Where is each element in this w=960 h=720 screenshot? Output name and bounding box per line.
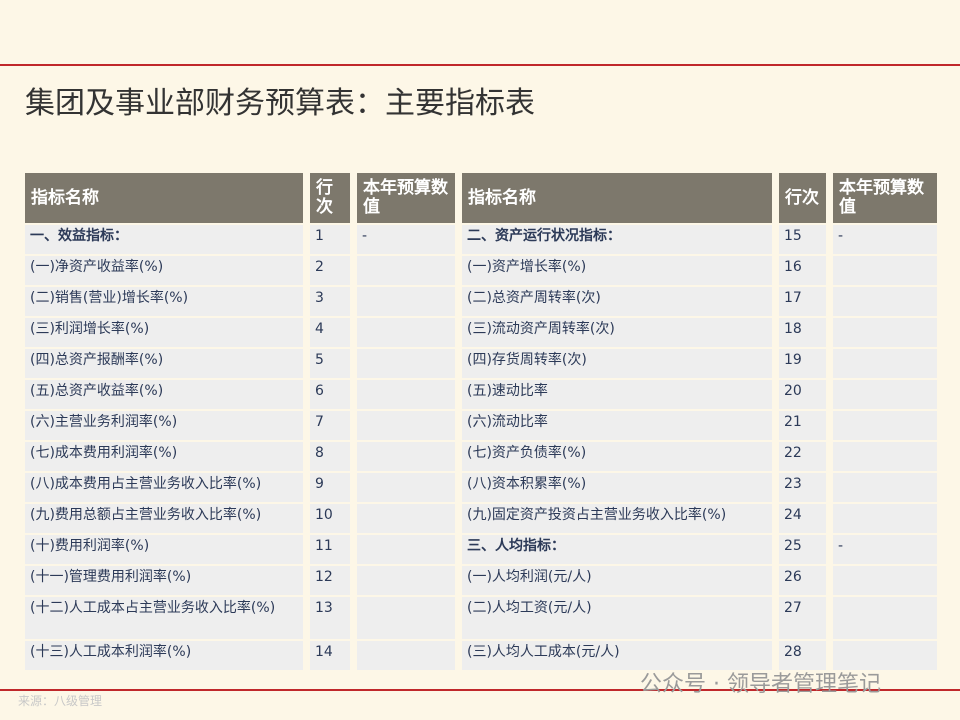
table-cell: 一、效益指标： [25,225,303,254]
table-cell: - [833,225,937,254]
table-cell: (四)存货周转率(次) [462,349,772,378]
table-cell: 3 [310,287,350,316]
table-cell: (三)流动资产周转率(次) [462,318,772,347]
table-cell: (一)人均利润(元/人) [462,566,772,595]
table-cell: 16 [779,256,826,285]
table-cell [833,349,937,378]
table-cell [357,318,455,347]
table-cell [833,641,937,670]
table-cell [833,504,937,533]
table-cell: (六)主营业务利润率(%) [25,411,303,440]
table-cell [833,473,937,502]
table-cell: 8 [310,442,350,471]
table-cell [357,256,455,285]
table-cell: 23 [779,473,826,502]
table-cell: 二、资产运行状况指标： [462,225,772,254]
table-cell: 14 [310,641,350,670]
table-cell: (九)费用总额占主营业务收入比率(%) [25,504,303,533]
table-cell [833,318,937,347]
table-cell: (二)销售(营业)增长率(%) [25,287,303,316]
table-cell [357,504,455,533]
table-cell: 17 [779,287,826,316]
table-cell: 12 [310,566,350,595]
table-cell: 27 [779,597,826,639]
table-cell: (一)净资产收益率(%) [25,256,303,285]
table-cell: 15 [779,225,826,254]
table-cell: 22 [779,442,826,471]
table-cell: (十二)人工成本占主营业务收入比率(%) [25,597,303,639]
table-cell: (九)固定资产投资占主营业务收入比率(%) [462,504,772,533]
table-cell [833,411,937,440]
table-cell [357,380,455,409]
table-cell: 7 [310,411,350,440]
table-cell: (七)资产负债率(%) [462,442,772,471]
table-cell: (十三)人工成本利润率(%) [25,641,303,670]
table-cell [357,566,455,595]
table-cell: 6 [310,380,350,409]
table-cell: (二)总资产周转率(次) [462,287,772,316]
table-cell [357,473,455,502]
table-cell [357,535,455,564]
table-cell [357,641,455,670]
table-cell [833,287,937,316]
table-cell: (三)人均人工成本(元/人) [462,641,772,670]
watermark: 公众号 · 领导者管理笔记 [640,672,881,697]
table-cell: - [357,225,455,254]
table-cell [357,287,455,316]
table-cell: - [833,535,937,564]
header-cell: 指标名称 [462,173,772,223]
source-note: 来源：八级管理 [18,694,103,708]
table-cell: 19 [779,349,826,378]
table-cell: 5 [310,349,350,378]
table-cell: (八)资本积累率(%) [462,473,772,502]
table-cell: 2 [310,256,350,285]
table-cell: 20 [779,380,826,409]
table-cell: 10 [310,504,350,533]
table-cell [357,411,455,440]
table-cell [833,566,937,595]
table-cell: (五)速动比率 [462,380,772,409]
table-cell: 26 [779,566,826,595]
table-cell [357,597,455,639]
table-cell: 21 [779,411,826,440]
table-cell: (二)人均工资(元/人) [462,597,772,639]
table-cell: (五)总资产收益率(%) [25,380,303,409]
table-cell: (四)总资产报酬率(%) [25,349,303,378]
header-cell: 指标名称 [25,173,303,223]
table-cell [833,442,937,471]
table-cell: (三)利润增长率(%) [25,318,303,347]
table-cell [833,380,937,409]
top-rule [0,64,960,66]
table-cell: 25 [779,535,826,564]
table-cell [357,442,455,471]
table-cell: 11 [310,535,350,564]
table-cell [357,349,455,378]
header-cell: 行次 [779,173,826,223]
table-cell: 4 [310,318,350,347]
table-cell: (十一)管理费用利润率(%) [25,566,303,595]
table-cell [833,256,937,285]
header-cell: 本年预算数值 [357,173,455,223]
table-cell: (一)资产增长率(%) [462,256,772,285]
slide-title: 集团及事业部财务预算表：主要指标表 [25,86,535,121]
table-cell [833,597,937,639]
table-cell: 24 [779,504,826,533]
table-cell: (八)成本费用占主营业务收入比率(%) [25,473,303,502]
header-cell: 本年预算数值 [833,173,937,223]
table-cell: 三、人均指标： [462,535,772,564]
table-cell: 28 [779,641,826,670]
table-cell: 13 [310,597,350,639]
table-cell: 9 [310,473,350,502]
table-cell: (六)流动比率 [462,411,772,440]
bottom-rule [0,689,960,691]
table-cell: (七)成本费用利润率(%) [25,442,303,471]
table-cell: (十)费用利润率(%) [25,535,303,564]
table-cell: 1 [310,225,350,254]
table-cell: 18 [779,318,826,347]
header-cell: 行次 [310,173,350,223]
